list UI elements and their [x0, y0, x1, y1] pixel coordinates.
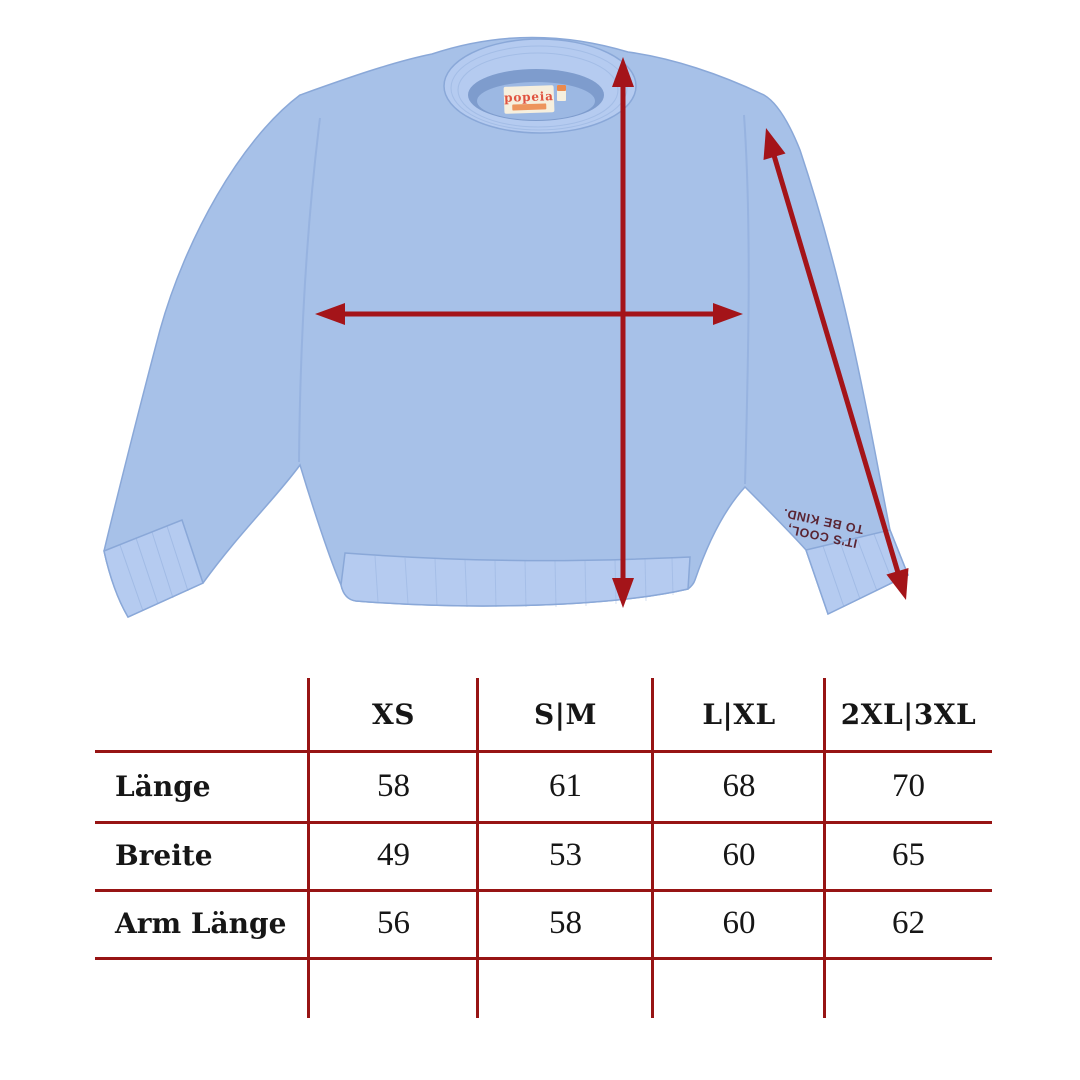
sleeve-length-arrow	[763, 128, 909, 600]
table-hline	[95, 957, 992, 960]
table-vline	[307, 678, 310, 1018]
size-value: 62	[892, 905, 925, 941]
column-header-sm: S|M	[534, 697, 597, 731]
brand-label-text: popeia	[504, 89, 554, 105]
size-value: 56	[377, 905, 410, 941]
brand-label: popeia	[503, 85, 555, 114]
size-value: 58	[377, 767, 410, 804]
length-arrow	[612, 57, 634, 608]
size-table: XS S|M L|XL 2XL|3XL Länge 58 61 68 70 Br…	[95, 678, 992, 1020]
row-label-breite: Breite	[115, 839, 213, 872]
size-value: 58	[549, 905, 582, 941]
column-header-lxl: L|XL	[702, 697, 776, 731]
sleeve-arrow-head-bottom	[886, 568, 909, 600]
left-cuff	[103, 519, 204, 618]
size-value: 65	[892, 837, 925, 873]
left-cuff-rib-texture	[119, 525, 189, 612]
table-vline	[476, 678, 479, 1018]
size-value: 53	[549, 837, 582, 873]
brand-label-accent	[512, 103, 547, 111]
row-label-laenge: Länge	[115, 769, 211, 803]
size-value: 49	[377, 837, 410, 873]
table-vline	[823, 678, 826, 1018]
table-vline	[651, 678, 654, 1018]
length-arrow-head-bottom	[612, 578, 634, 608]
sleeve-arrow-head-top	[763, 128, 786, 160]
width-arrow-head-left	[315, 303, 345, 325]
width-arrow	[315, 303, 743, 325]
collar-rib-line	[450, 45, 628, 131]
left-armhole-seam	[298, 117, 321, 463]
size-value: 60	[722, 837, 756, 873]
table-hline	[95, 750, 992, 753]
right-cuff	[805, 529, 909, 616]
size-value: 70	[892, 767, 925, 804]
column-header-xs: XS	[372, 697, 415, 731]
collar-rib-line	[457, 52, 619, 128]
row-label-arm-laenge: Arm Länge	[115, 907, 287, 940]
hem-band	[340, 552, 691, 608]
size-tag-mark	[557, 85, 566, 91]
sweatshirt-illustration: popeia IT'S COOL, TO BE KIND.	[103, 36, 909, 618]
table-hline	[95, 889, 992, 892]
hem-rib-texture	[374, 555, 674, 608]
size-value: 61	[549, 767, 582, 804]
column-header-2xl3xl: 2XL|3XL	[840, 697, 977, 731]
length-arrow-head-top	[612, 57, 634, 87]
collar: popeia	[443, 38, 637, 134]
size-value: 60	[722, 905, 756, 941]
table-hline	[95, 821, 992, 824]
size-value: 68	[722, 767, 756, 804]
right-armhole-seam	[743, 114, 750, 485]
width-arrow-head-right	[713, 303, 743, 325]
